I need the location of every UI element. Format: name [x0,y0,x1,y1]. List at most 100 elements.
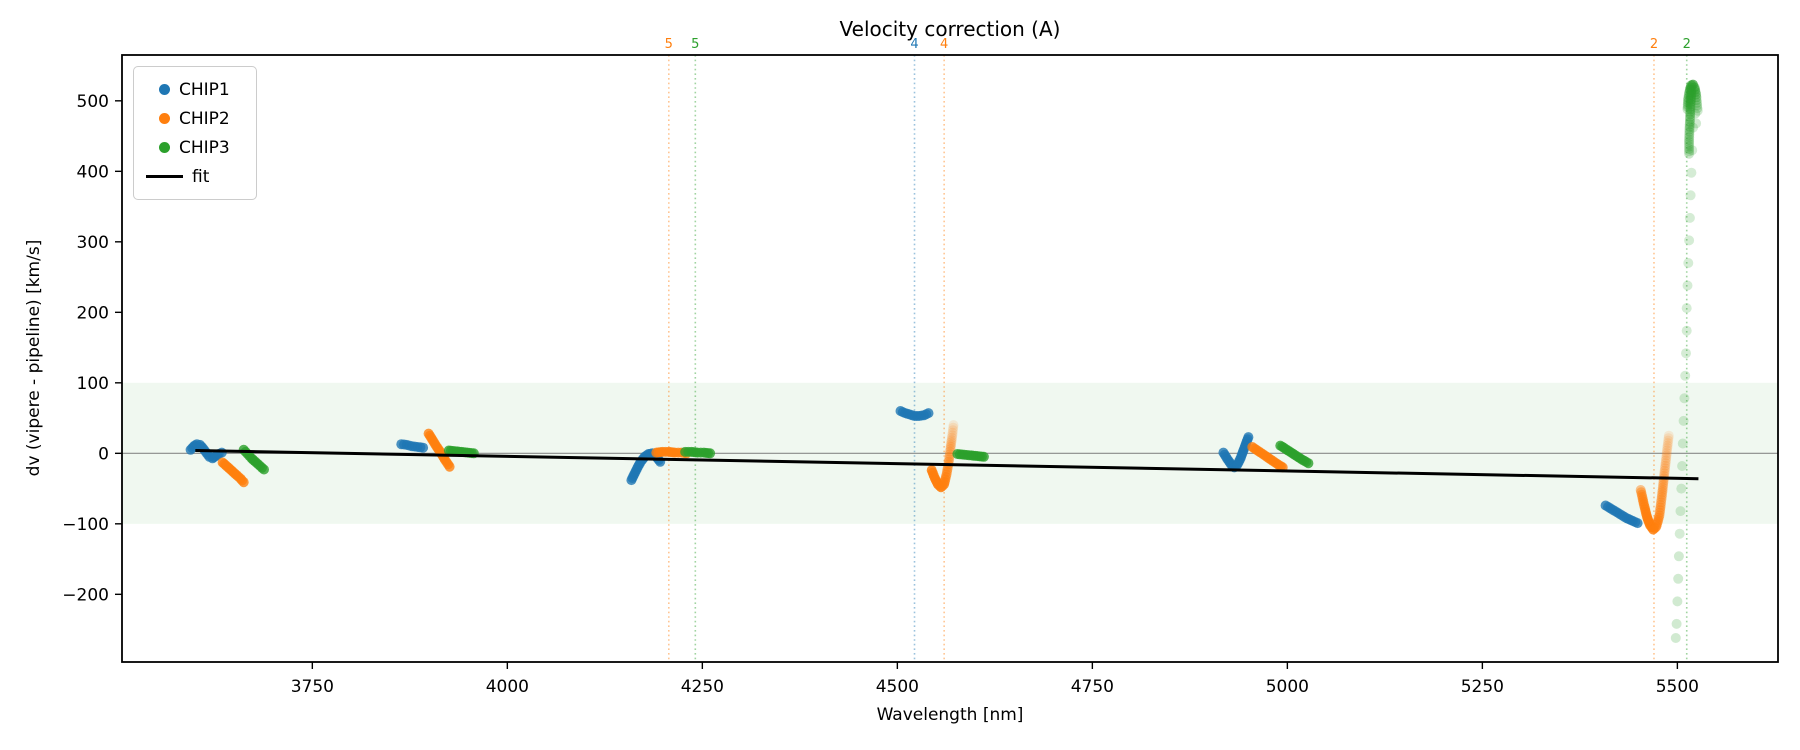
scatter-point-chip2 [1660,460,1671,471]
scatter-point-chip2 [1660,455,1671,466]
scatter-point-chip3 [1685,99,1696,110]
scatter-point-chip3 [1691,95,1702,106]
scatter-point-chip3 [1682,99,1693,110]
y-tick-label: 500 [77,92,109,112]
scatter-point-chip1 [216,447,227,458]
scatter-point-chip2 [1656,492,1667,502]
scatter-point-chip3 [1677,461,1688,471]
scatter-point-chip3 [1692,103,1703,114]
scatter-point-chip2 [1663,435,1674,446]
scatter-point-chip2 [942,464,953,475]
scatter-point-chip3 [1681,325,1692,336]
scatter-point-chip3 [1685,94,1696,105]
x-tick-label: 3750 [291,677,334,697]
vline-count-label: 2 [1683,37,1691,52]
y-tick-label: 0 [98,444,109,464]
fit-line [195,449,1699,481]
scatter-point-chip3 [1684,141,1695,152]
scatter-point-chip2 [947,430,958,441]
scatter-point-chip3 [1684,124,1695,135]
x-tick-label: 5250 [1461,677,1504,697]
scatter-point-chip3 [1688,122,1698,133]
scatter-point-chip3 [1677,438,1688,449]
scatter-point-chip3 [1685,111,1696,122]
scatter-point-chip3 [705,448,716,459]
scatter-point-chip3 [1684,146,1695,157]
y-tick-label: 400 [77,162,109,182]
scatter-point-chip1 [1632,518,1643,529]
scatter-point-chip2 [1662,440,1673,451]
x-tick-label: 4250 [681,677,724,697]
scatter-point-chip2 [444,461,455,472]
axes-spines [121,54,1779,663]
scatter-point-chip3 [1684,119,1695,130]
scatter-point-chip2 [1661,453,1672,463]
scatter-point-chip3 [1684,129,1695,140]
scatter-point-chip2 [946,435,957,446]
scatter-point-chip3 [1303,458,1314,469]
scatter-point-chip3 [1684,148,1695,159]
legend-item-chip3: CHIP3 [146,133,246,162]
scatter-point-chip3 [1683,258,1694,268]
scatter-point-chip3 [1670,633,1681,643]
scatter-point-chip2 [947,425,958,436]
scatter-point-chip3 [1684,136,1695,147]
scatter-point-chip2 [944,454,955,465]
vline-count-label: 5 [665,37,673,52]
scatter-point-chip1 [923,408,934,419]
scatter-point-chip3 [1685,109,1696,120]
scatter-point-chip2 [1662,438,1673,449]
scatter-point-chip2 [1661,450,1672,461]
scatter-point-chip2 [947,427,958,438]
scatter-point-chip2 [1658,480,1669,491]
legend-label: CHIP3 [179,137,230,158]
scatter-point-chip3 [1686,89,1697,100]
scatter-point-chip3 [1681,303,1692,314]
scatter-point-chip2 [1657,482,1668,493]
scatter-point-chip3 [1692,105,1703,116]
scatter-point-chip3 [1675,506,1686,517]
scatter-point-chip3 [1691,92,1702,103]
scatter-point-chip3 [1683,97,1693,108]
scatter-point-chip3 [1691,97,1702,108]
scatter-point-chip3 [1692,100,1703,111]
scatter-point-chip3 [1674,528,1685,539]
scatter-point-chip3 [1685,104,1696,115]
scatter-point-chip3 [1685,101,1696,112]
scatter-point-chip3 [1673,573,1684,584]
scatter-point-chip3 [1691,89,1702,100]
scatter-point-chip2 [944,451,955,462]
y-tick-label: 200 [77,303,109,323]
scatter-point-chip3 [1687,145,1698,156]
scatter-point-chip3 [1684,122,1695,132]
scatter-point-chip2 [948,420,959,431]
scatter-point-chip3 [1684,144,1695,154]
scatter-point-chip3 [1684,127,1695,137]
scatter-point-chip3 [1678,415,1689,426]
scatter-point-chip2 [1661,448,1672,458]
scatter-point-chip3 [1685,106,1696,117]
scatter-point-chip2 [1657,485,1668,495]
scatter-point-chip1 [418,442,429,453]
chip1-marker-icon [159,84,170,95]
scatter-point-chip2 [1662,443,1673,453]
scatter-point-chip2 [1655,505,1666,516]
x-axis-label: Wavelength [nm] [876,705,1024,725]
scatter-point-chip2 [945,441,956,452]
scatter-point-chip2 [1659,465,1670,476]
scatter-point-chip2 [1662,445,1672,456]
scatter-point-chip3 [1690,108,1701,119]
y-tick-label: 300 [77,233,109,253]
scatter-point-chip3 [1684,139,1695,150]
x-tick-label: 4000 [486,677,529,697]
scatter-point-chip3 [1684,134,1695,145]
x-tick-label: 5500 [1656,677,1699,697]
scatter-point-chip2 [946,439,956,450]
scatter-point-chip3 [1685,97,1696,107]
scatter-point-chip3 [1676,483,1687,494]
scatter-point-chip2 [1663,433,1674,444]
scatter-point-chip3 [1682,280,1693,291]
scatter-point-chip2 [1657,489,1667,500]
y-tick-label: −200 [62,585,109,605]
